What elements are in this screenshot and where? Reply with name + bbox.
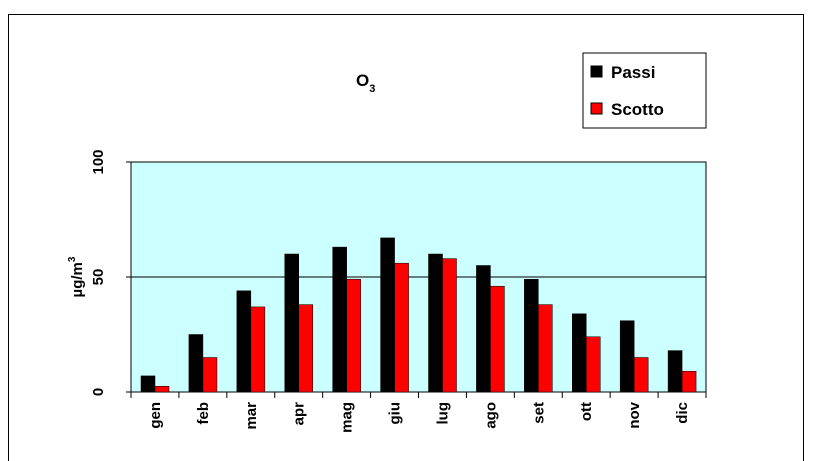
bar-scotto-mag [346, 279, 361, 393]
bar-scotto-gen [154, 386, 170, 393]
bar-passi-lug [428, 253, 443, 393]
chart-title-main: O [356, 71, 369, 90]
y-axis-label-superscript: 3 [67, 256, 78, 262]
x-tick-label-feb: feb [195, 402, 212, 425]
y-tick-label-50: 50 [90, 269, 107, 286]
x-tick-label-gen: gen [147, 402, 164, 429]
bar-passi-giu [380, 237, 395, 393]
x-tick-label-mag: mag [339, 402, 356, 433]
legend-swatch-passi [590, 65, 603, 78]
legend-box [582, 52, 707, 129]
bar-passi-set [524, 279, 539, 393]
bar-passi-mag [332, 246, 347, 393]
chart-title-subscript: 3 [369, 83, 375, 95]
x-tick-label-dic: dic [674, 402, 691, 424]
legend-label-scotto: Scotto [611, 100, 664, 119]
x-tick-label-mar: mar [243, 402, 260, 430]
legend-label-passi: Passi [611, 63, 655, 82]
bar-passi-ott [572, 313, 587, 393]
bar-scotto-apr [298, 304, 313, 393]
bar-scotto-dic [681, 371, 697, 393]
bar-passi-nov [619, 320, 635, 393]
x-axis: gen feb mar apr mag giu lug ago set ott nov dic [130, 392, 707, 433]
bar-passi-apr [284, 253, 299, 393]
y-axis: 0 50 100 [90, 149, 131, 396]
x-tick-label-apr: apr [291, 402, 308, 426]
y-axis-label-main: µg/m [69, 262, 86, 297]
y-tick-label-100: 100 [90, 149, 107, 174]
y-axis-label: µg/m3 [67, 256, 86, 297]
bar-scotto-ago [490, 285, 505, 393]
bar-passi-mar [236, 290, 252, 393]
chart-title: O3 [356, 71, 375, 95]
bar-scotto-feb [202, 357, 218, 393]
bar-scotto-mar [250, 306, 266, 393]
x-tick-label-ott: ott [578, 402, 595, 421]
legend-swatch-scotto [590, 102, 603, 115]
bar-passi-dic [667, 350, 683, 393]
bar-passi-ago [476, 265, 491, 393]
x-tick-label-ago: ago [482, 402, 499, 429]
x-tick-label-giu: giu [387, 402, 404, 425]
bar-scotto-set [538, 304, 553, 393]
bar-scotto-lug [442, 258, 457, 393]
chart-frame [8, 14, 804, 461]
x-tick-label-set: set [530, 402, 547, 424]
bar-scotto-giu [394, 262, 409, 393]
bars [140, 237, 697, 393]
x-tick-label-nov: nov [626, 401, 643, 428]
bar-passi-gen [140, 375, 156, 393]
bar-passi-feb [188, 334, 204, 393]
x-tick-label-lug: lug [434, 402, 451, 425]
bar-scotto-nov [633, 357, 649, 393]
y-tick-label-0: 0 [90, 388, 107, 396]
legend: Passi Scotto [582, 52, 707, 129]
bar-scotto-ott [586, 336, 601, 393]
